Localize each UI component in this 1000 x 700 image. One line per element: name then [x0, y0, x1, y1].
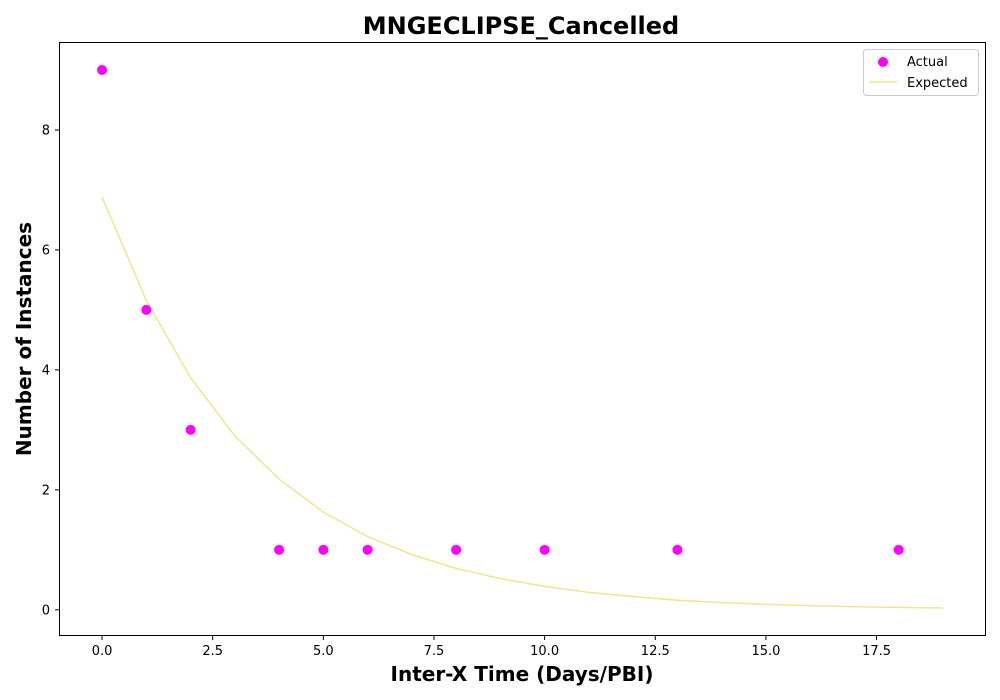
expected-line: [101, 196, 943, 609]
actual-point: [539, 544, 550, 555]
x-tick-label: 5.0: [313, 644, 334, 659]
y-tick-label: 0: [42, 603, 50, 618]
actual-point: [274, 544, 285, 555]
y-axis: 0 2 4 6 8: [42, 123, 60, 618]
actual-point: [893, 544, 904, 555]
y-axis-title: Number of Instances: [12, 222, 36, 456]
legend-box: [863, 49, 979, 96]
y-tick-label: 8: [42, 123, 50, 138]
x-tick-label: 12.5: [641, 644, 670, 659]
actual-point: [451, 544, 462, 555]
actual-point: [185, 424, 196, 435]
actual-point: [97, 64, 108, 75]
actual-point: [318, 544, 329, 555]
x-axis: 0.0 2.5 5.0 7.5 10.0 12.5 15.0 17.5: [92, 635, 891, 659]
x-tick-label: 2.5: [202, 644, 223, 659]
actual-point: [141, 304, 152, 315]
y-tick-label: 6: [42, 243, 50, 258]
legend-expected-label: Expected: [907, 76, 968, 91]
legend-actual-label: Actual: [907, 55, 948, 70]
y-tick-label: 2: [42, 483, 50, 498]
x-tick-label: 15.0: [751, 644, 780, 659]
x-tick-label: 17.5: [862, 644, 891, 659]
x-axis-title: Inter-X Time (Days/PBI): [391, 662, 654, 686]
plot-frame: [59, 42, 986, 636]
x-tick-label: 10.0: [530, 644, 559, 659]
x-tick-label: 0.0: [92, 644, 113, 659]
legend: Actual Expected: [863, 49, 979, 96]
actual-point: [672, 544, 683, 555]
x-tick-label: 7.5: [424, 644, 445, 659]
legend-actual-marker: [878, 57, 888, 67]
chart-title: MNGECLIPSE_Cancelled: [363, 12, 679, 40]
actual-point: [362, 544, 373, 555]
y-tick-label: 4: [42, 363, 50, 378]
plot-area: [97, 64, 943, 609]
